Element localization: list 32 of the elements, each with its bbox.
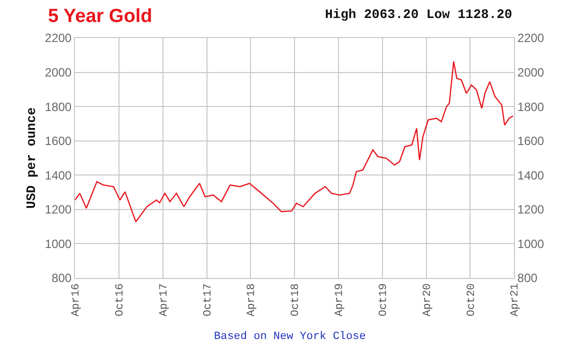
x-tick-label: Oct16 (114, 283, 127, 316)
y2-tick-label: 1800 (517, 100, 544, 114)
x-tick-label: Apr16 (70, 283, 83, 316)
y2-tick-label: 1000 (517, 236, 544, 251)
y-tick-label: 1400 (44, 168, 72, 182)
y-axis-title: USD per ounce (24, 107, 39, 209)
y-tick-label: 2200 (44, 31, 72, 46)
y-tick-label: 800 (52, 271, 72, 286)
y2-tick-label: 1200 (517, 202, 544, 217)
y-tick-label: 2000 (44, 65, 72, 80)
x-tick-label: Apr18 (246, 283, 258, 316)
chart-subtitle: High 2063.20 Low 1128.20 (325, 7, 512, 22)
line-series (75, 60, 514, 222)
y-tick-label: 1800 (44, 100, 72, 114)
x-tick-label: Oct19 (378, 283, 390, 316)
x-tick-label: Apr21 (510, 283, 522, 316)
y2-tick-label: 2200 (517, 31, 544, 46)
x-tick-label: Apr19 (334, 283, 346, 316)
x-tick-label: Apr20 (422, 283, 434, 316)
chart-title: 5 Year Gold (48, 6, 152, 27)
y-tick-label: 1200 (44, 202, 72, 217)
y2-tick-label: 2000 (517, 65, 544, 80)
x-tick-label: Oct17 (202, 283, 214, 316)
y-tick-label: 1000 (44, 236, 72, 251)
x-tick-label: Oct18 (290, 283, 302, 316)
text: Based on New York Close (214, 331, 366, 343)
y2-tick-label: 1600 (517, 134, 544, 148)
y2-tick-label: 1400 (517, 168, 544, 182)
y2-tick-label: 800 (517, 271, 538, 286)
x-tick-label: Apr17 (158, 283, 170, 316)
x-tick-label: Oct20 (466, 283, 478, 316)
y-tick-label: 1600 (44, 134, 72, 148)
